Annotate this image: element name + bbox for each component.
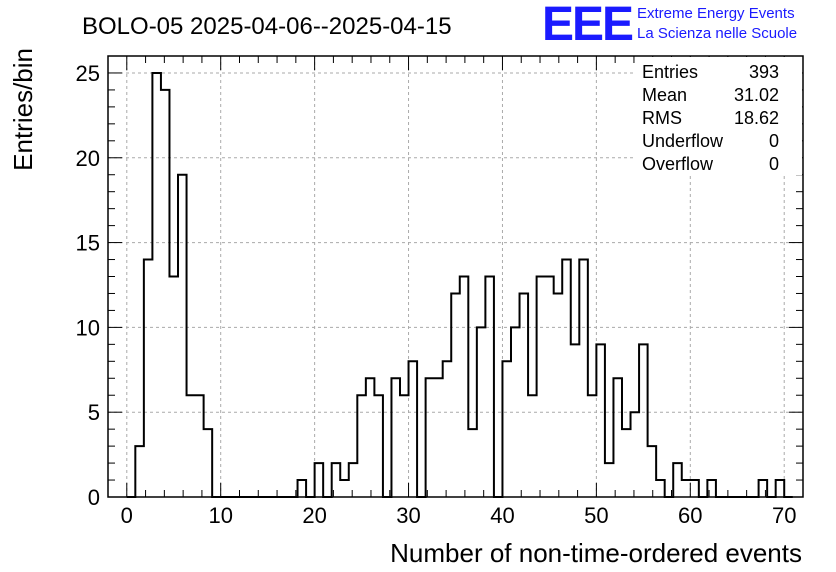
histogram-bin (579, 260, 588, 497)
histogram-bin (639, 344, 648, 497)
x-tick-label: 0 (121, 503, 133, 528)
histogram-bin (631, 412, 640, 497)
stat-value: 18.62 (734, 108, 779, 128)
histogram-bin (596, 344, 605, 497)
histogram-bin (605, 463, 614, 497)
histogram-bin (451, 293, 460, 497)
x-axis-label: Number of non-time-ordered events (390, 538, 802, 568)
stat-label: RMS (642, 108, 682, 128)
histogram-bin (485, 277, 494, 498)
stat-value: 393 (749, 62, 779, 82)
stat-value: 0 (769, 131, 779, 151)
histogram-bin (776, 480, 785, 497)
histogram-bin (545, 277, 554, 498)
histogram-bin (315, 463, 324, 497)
histogram-bin (374, 395, 383, 497)
stats-background (636, 57, 802, 175)
y-tick-label: 0 (88, 485, 100, 510)
stat-label: Overflow (642, 154, 714, 174)
histogram-bin (443, 361, 452, 497)
x-tick-label: 50 (584, 503, 608, 528)
histogram-bin (340, 480, 349, 497)
histogram-bin (622, 429, 631, 497)
histogram-bin (161, 90, 170, 497)
histogram-bin (460, 277, 469, 498)
histogram-bin (648, 446, 657, 497)
logo-mark: EEE (542, 0, 633, 51)
x-tick-label: 10 (208, 503, 232, 528)
stat-value: 31.02 (734, 85, 779, 105)
histogram-bin (357, 395, 366, 497)
eee-logo: EEE Extreme Energy Events La Scienza nel… (542, 0, 797, 51)
histogram-bin (656, 480, 665, 497)
x-tick-label: 40 (490, 503, 514, 528)
x-axis-ticks: 0 10 20 30 40 50 60 70 (107, 56, 804, 528)
histogram-bin (366, 378, 375, 497)
chart-title: BOLO-05 2025-04-06--2025-04-15 (82, 13, 452, 40)
histogram-bin (673, 463, 682, 497)
x-tick-label: 60 (678, 503, 702, 528)
histogram-bin (690, 480, 699, 497)
stat-value: 0 (769, 154, 779, 174)
histogram-bin (204, 429, 213, 497)
histogram-bin (391, 378, 400, 497)
x-tick-label: 20 (302, 503, 326, 528)
histogram-bin (426, 378, 435, 497)
stats-box: Entries 393 Mean 31.02 RMS 18.62 Underflow 0 Ove… (636, 57, 802, 175)
histogram-bin (613, 378, 622, 497)
stat-label: Entries (642, 62, 698, 82)
histogram-bin (187, 395, 196, 497)
x-tick-label: 70 (772, 503, 796, 528)
histogram-bin (169, 277, 178, 498)
y-axis-label: Entries/bin (8, 48, 38, 171)
logo-line-1: Extreme Energy Events (637, 5, 795, 22)
histogram-bin (502, 361, 511, 497)
histogram-bin (562, 260, 571, 497)
histogram-bin (195, 395, 204, 497)
histogram-bin (528, 395, 537, 497)
histogram-bin (400, 395, 409, 497)
y-tick-label: 15 (76, 231, 100, 256)
y-tick-label: 20 (76, 146, 100, 171)
y-tick-label: 10 (76, 315, 100, 340)
histogram-bin (537, 277, 546, 498)
histogram-bin (434, 378, 443, 497)
stat-label: Mean (642, 85, 687, 105)
y-tick-label: 5 (88, 400, 100, 425)
histogram-bin (298, 480, 307, 497)
histogram-bin (520, 293, 529, 497)
histogram-bin (349, 463, 358, 497)
stat-label: Underflow (642, 131, 724, 151)
histogram-bin (152, 73, 161, 497)
x-tick-label: 30 (396, 503, 420, 528)
histogram-bin (144, 260, 153, 497)
histogram-bin (409, 361, 418, 497)
histogram-bin (468, 429, 477, 497)
histogram-bin (135, 446, 144, 497)
histogram-bin (571, 344, 580, 497)
y-axis-ticks: 0 5 10 15 20 25 (76, 55, 803, 510)
histogram-bin (554, 293, 563, 497)
histogram-bin (588, 395, 597, 497)
histogram-bin (178, 175, 187, 497)
y-tick-label: 25 (76, 61, 100, 86)
histogram-bin (682, 480, 691, 497)
logo-line-2: La Scienza nelle Scuole (637, 25, 797, 42)
